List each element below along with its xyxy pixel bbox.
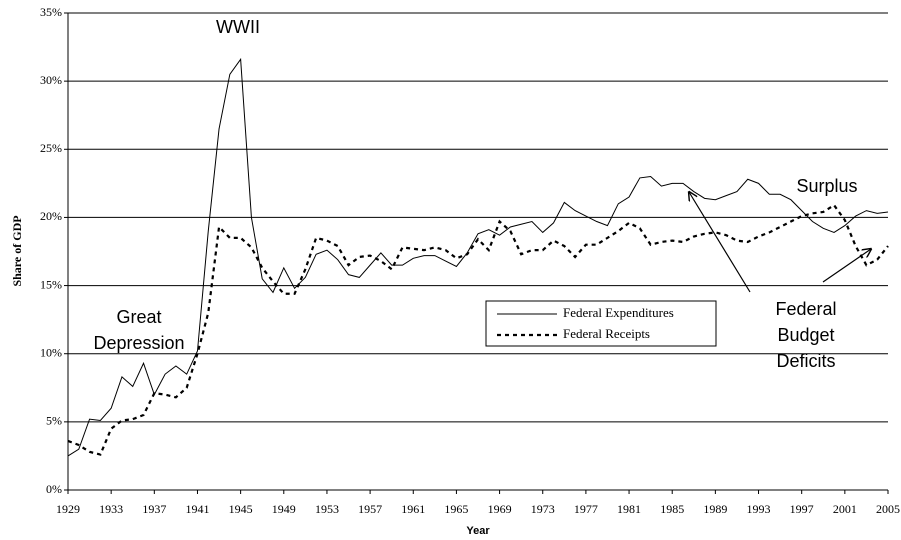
x-tick-label: 1981 (617, 502, 641, 516)
x-tick-label: 1997 (790, 502, 814, 516)
x-tick-label: 1993 (747, 502, 771, 516)
x-tick-label: 1953 (315, 502, 339, 516)
series-line (67, 57, 889, 457)
y-tick-label: 0% (46, 482, 62, 496)
y-tick-label: 5% (46, 414, 62, 428)
annotation: Surplus (796, 176, 857, 196)
y-tick-label: 30% (40, 73, 62, 87)
x-tick-label: 1937 (142, 502, 166, 516)
x-tick-label: 1961 (401, 502, 425, 516)
legend-label: Federal Receipts (563, 326, 650, 341)
x-tick-label: 1973 (531, 502, 555, 516)
annotation: Budget (777, 325, 834, 345)
annotation: Great (116, 307, 161, 327)
y-axis-label: Share of GDP (10, 215, 24, 286)
x-tick-label: 2001 (833, 502, 857, 516)
arrow (822, 249, 871, 283)
annotation: Federal (775, 299, 836, 319)
annotation: Deficits (776, 351, 835, 371)
annotation: WWII (216, 17, 260, 37)
x-tick-label: 1929 (56, 502, 80, 516)
y-tick-label: 15% (40, 277, 62, 291)
y-tick-label: 20% (40, 209, 62, 223)
legend-box (485, 300, 717, 347)
x-tick-label: 1985 (660, 502, 684, 516)
x-tick-label: 1949 (272, 502, 296, 516)
x-tick-label: 1945 (229, 502, 253, 516)
series-line (67, 203, 889, 456)
x-tick-label: 1965 (444, 502, 468, 516)
annotation: Depression (93, 333, 184, 353)
x-tick-label: 1969 (488, 502, 512, 516)
x-tick-label: 1941 (185, 502, 209, 516)
x-tick-label: 1989 (703, 502, 727, 516)
x-axis-label: Year (466, 525, 490, 537)
x-tick-label: 1977 (574, 502, 598, 516)
y-tick-label: 10% (40, 345, 62, 359)
arrow (689, 192, 751, 293)
x-tick-label: 1957 (358, 502, 382, 516)
y-tick-label: 35% (40, 5, 62, 19)
y-tick-label: 25% (40, 141, 62, 155)
x-tick-label: 1933 (99, 502, 123, 516)
legend-label: Federal Expenditures (563, 305, 674, 320)
x-tick-label: 2005 (876, 502, 900, 516)
